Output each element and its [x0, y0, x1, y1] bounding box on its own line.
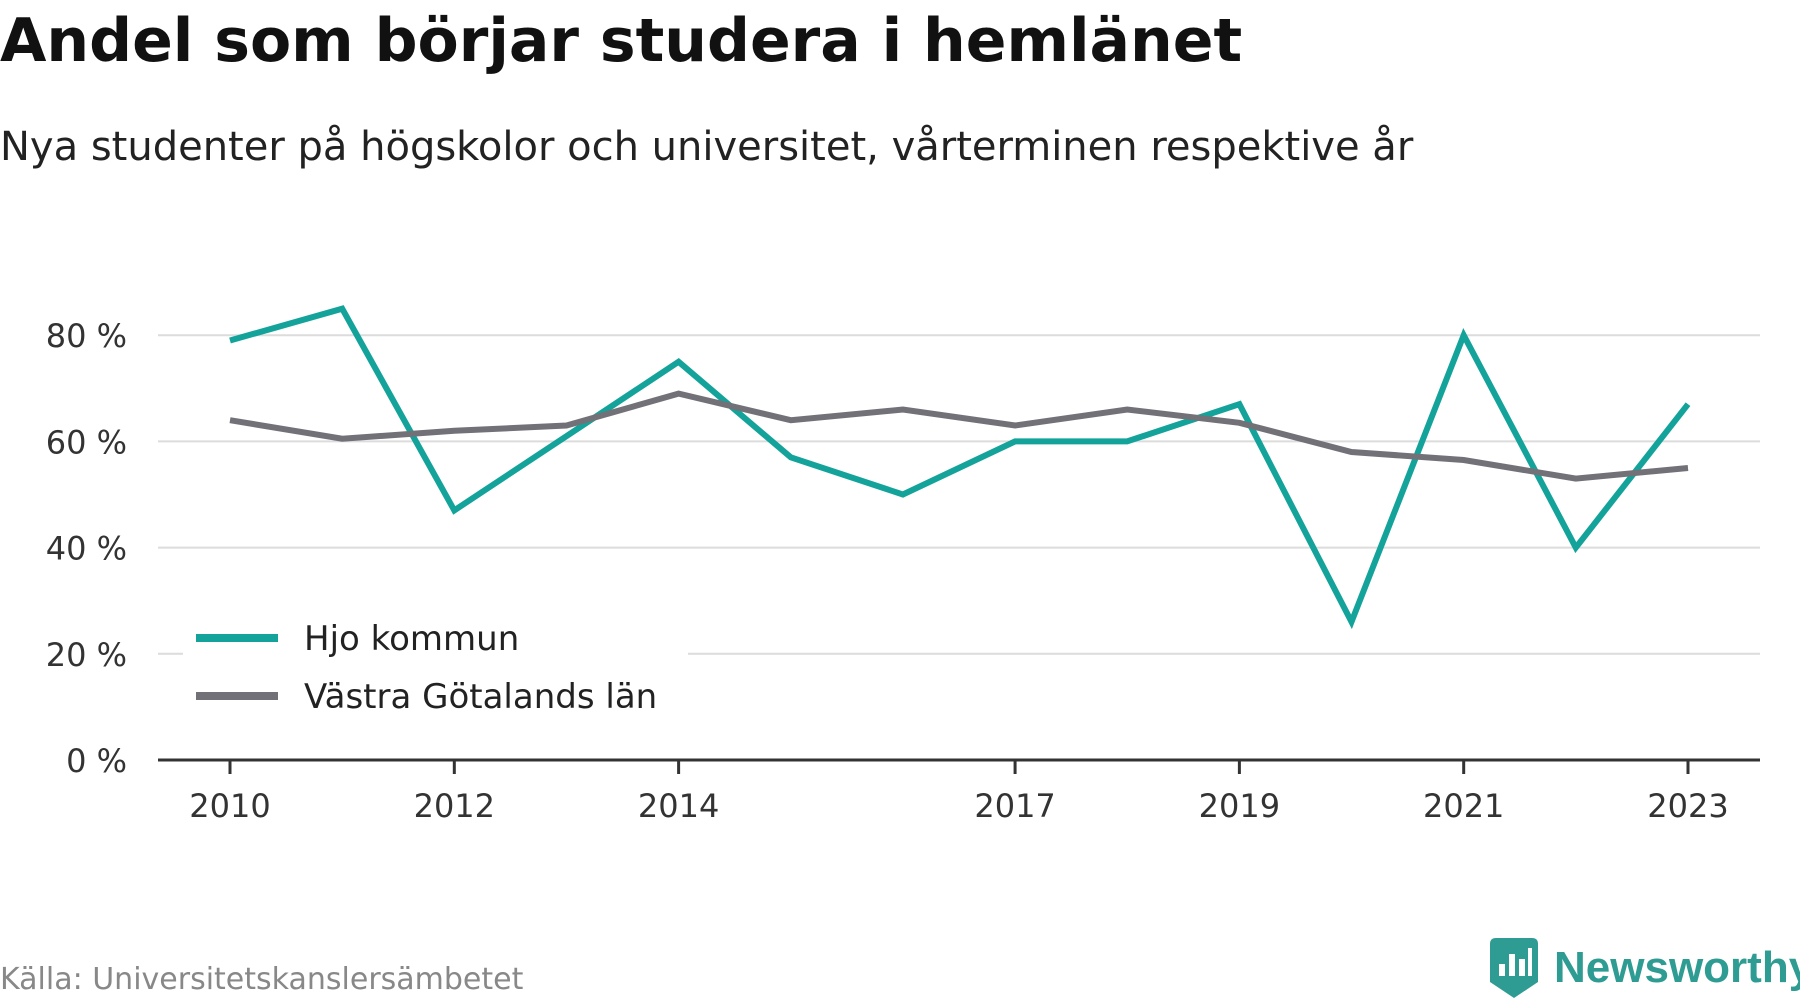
legend-label: Västra Götalands län [304, 677, 657, 717]
y-tick-label: 60 % [46, 423, 127, 461]
y-tick-label: 80 % [46, 317, 127, 355]
legend-label: Hjo kommun [304, 619, 519, 659]
gridlines [158, 334, 1760, 655]
brand-name: Newsworthy [1554, 943, 1800, 992]
x-tick-label: 2012 [414, 787, 495, 825]
x-tick-label: 2014 [638, 787, 719, 825]
x-tick-label: 2023 [1647, 787, 1728, 825]
x-tick-label: 2019 [1199, 787, 1280, 825]
y-tick-label: 40 % [46, 530, 127, 568]
legend: Hjo kommun Västra Götalands län [183, 608, 688, 726]
line-chart: 0 % 20 % 40 % 60 % 80 % 2010 2012 2014 2017 2019… [46, 305, 1760, 825]
series-lines [229, 305, 1691, 630]
y-axis-ticks: 0 % 20 % 40 % 60 % 80 % [46, 317, 127, 780]
newsworthy-logo-icon [1490, 938, 1538, 998]
legend-background [183, 608, 688, 726]
x-tick-label: 2017 [974, 787, 1055, 825]
x-axis-ticks: 2010 2012 2014 2017 2019 2021 2023 [189, 760, 1729, 825]
x-tick-label: 2021 [1423, 787, 1504, 825]
source-note: Källa: Universitetskanslersämbetet [0, 962, 524, 997]
chart-title: Andel som börjar studera i hemlänet [0, 6, 1243, 76]
y-tick-label: 20 % [46, 636, 127, 674]
series-line-hjo-kommun [229, 305, 1691, 630]
chart-subtitle: Nya studenter på högskolor och universit… [0, 124, 1414, 170]
y-tick-label: 0 % [66, 742, 127, 780]
x-tick-label: 2010 [189, 787, 270, 825]
brand-logo: Newsworthy [1490, 938, 1800, 998]
series-line-vastra-gotalands-lan [229, 390, 1689, 482]
